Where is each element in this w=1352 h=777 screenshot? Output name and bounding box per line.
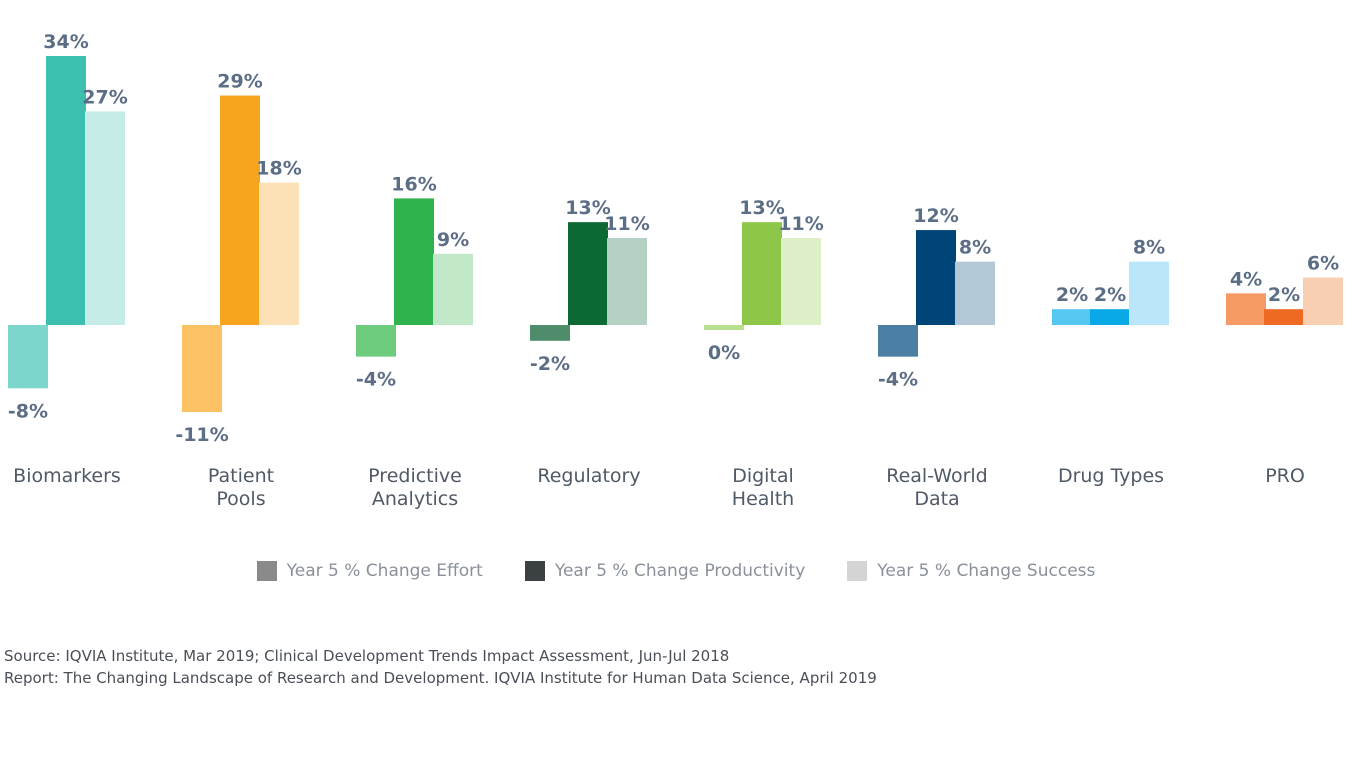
source-note: Source: IQVIA Institute, Mar 2019; Clini… [4,645,877,689]
bar-success-3 [607,237,647,325]
legend-label-success: Year 5 % Change Success [877,561,1096,581]
category-label-5: Real-World Data [886,465,988,510]
legend-label-effort: Year 5 % Change Effort [286,561,483,581]
bar-productivity-0 [46,56,86,325]
category-label-6: Drug Types [1058,465,1164,487]
value-label-productivity-0: 34% [43,31,88,53]
category-label-2: Predictive Analytics [368,465,462,510]
value-label-effort-4: 0% [708,342,740,364]
bar-success-6 [1129,261,1169,325]
bar-effort-7 [1226,293,1266,325]
bar-effort-6 [1052,309,1092,325]
bar-success-4 [781,237,821,325]
legend-swatch-effort [256,561,277,581]
legend-item-effort: Year 5 % Change Effort [256,561,483,581]
report-line: Report: The Changing Landscape of Resear… [4,669,877,687]
bar-productivity-4 [742,222,782,325]
value-label-effort-3: -2% [530,353,570,375]
bar-success-7 [1303,277,1343,325]
value-label-success-3: 11% [604,213,649,235]
bar-effort-0 [8,325,48,389]
legend-swatch-success [847,561,868,581]
category-label-7: PRO [1265,465,1305,487]
value-label-productivity-3: 13% [565,197,610,219]
bar-effort-4 [704,325,744,330]
legend-label-productivity: Year 5 % Change Productivity [554,561,806,581]
value-label-effort-1: -11% [175,424,228,446]
value-label-productivity-2: 16% [391,173,436,195]
value-label-effort-5: -4% [878,369,918,391]
value-label-effort-2: -4% [356,369,396,391]
bar-productivity-1 [220,95,260,325]
value-label-success-0: 27% [82,86,127,108]
bar-success-2 [433,253,473,325]
value-label-success-2: 9% [437,229,469,251]
value-label-productivity-7: 2% [1268,284,1300,306]
value-label-effort-7: 4% [1230,268,1262,290]
source-line: Source: IQVIA Institute, Mar 2019; Clini… [4,647,730,665]
category-label-1: Patient Pools [208,465,274,510]
value-label-productivity-4: 13% [739,197,784,219]
bar-chart: -8% 34% 27% Biomarkers -11% 29% 18% Patient Pool… [8,31,1343,510]
bar-effort-2 [356,325,396,357]
value-label-success-4: 11% [778,213,823,235]
bar-success-1 [259,182,299,325]
bar-productivity-6 [1090,309,1130,325]
value-label-productivity-5: 12% [913,205,958,227]
bar-productivity-2 [394,198,434,325]
value-label-effort-0: -8% [8,400,48,422]
bar-effort-3 [530,325,570,341]
value-label-success-1: 18% [256,158,301,180]
legend-item-success: Year 5 % Change Success [847,561,1095,581]
bar-effort-5 [878,325,918,357]
category-label-4: Digital Health [732,465,794,510]
bar-success-5 [955,261,995,325]
value-label-productivity-6: 2% [1094,284,1126,306]
legend: Year 5 % Change Effort Year 5 % Change P… [0,561,1352,581]
value-label-success-6: 8% [1133,237,1165,259]
bar-productivity-5 [916,230,956,325]
value-label-effort-6: 2% [1056,284,1088,306]
category-label-0: Biomarkers [13,465,121,487]
bar-productivity-3 [568,222,608,325]
category-label-3: Regulatory [537,465,640,487]
bar-success-0 [85,111,125,325]
bar-productivity-7 [1264,309,1304,325]
value-label-success-5: 8% [959,237,991,259]
bar-effort-1 [182,325,222,413]
legend-item-productivity: Year 5 % Change Productivity [524,561,806,581]
legend-swatch-productivity [524,561,545,581]
value-label-productivity-1: 29% [217,71,262,93]
value-label-success-7: 6% [1307,253,1339,275]
